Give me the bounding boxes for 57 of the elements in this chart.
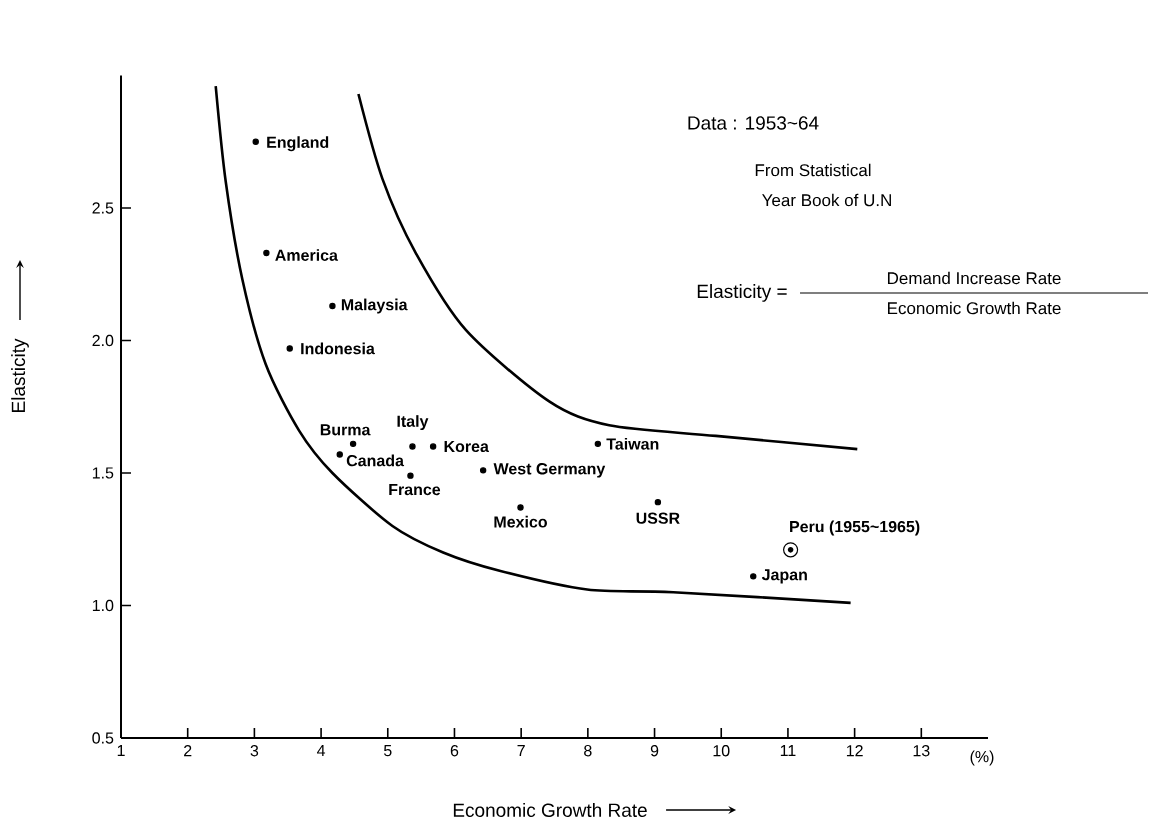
- text: (%): [970, 750, 994, 766]
- point: [252, 138, 259, 145]
- point: [783, 542, 799, 558]
- x-axis-title: Economic Growth Rate: [453, 803, 647, 817]
- y-axis-title: Elasticity: [11, 338, 29, 412]
- y-tick-label: 1.5: [92, 467, 114, 479]
- annotation: England: [267, 136, 329, 152]
- annotation: Peru (1955~1965): [790, 520, 920, 536]
- x-tick-label: 8: [584, 745, 592, 757]
- annotation: Demand Increase Rate: [887, 271, 1061, 285]
- annotation: USSR: [636, 512, 680, 524]
- x-tick-label: 10: [713, 745, 730, 757]
- annotation: Mexico: [494, 515, 547, 528]
- x-tick-label: 12: [846, 745, 863, 757]
- point: [517, 504, 524, 511]
- point: [750, 573, 757, 580]
- annotation: America: [275, 249, 339, 261]
- point: [479, 467, 487, 474]
- x-tick-label: 4: [317, 745, 326, 757]
- y-tick-label: 2.5: [92, 202, 114, 214]
- point: [429, 443, 437, 450]
- annotation: Malaysia: [341, 298, 408, 314]
- x-tick-label: 6: [450, 745, 459, 757]
- annotation: Korea: [444, 440, 489, 453]
- x-tick-label: 7: [517, 745, 525, 757]
- point: [409, 443, 416, 450]
- point: [407, 472, 414, 479]
- point: [329, 302, 336, 310]
- annotation: Italy: [397, 415, 429, 431]
- annotation: Burma: [320, 424, 371, 436]
- annotation: From Statistical: [755, 163, 871, 177]
- annotation: Japan: [761, 569, 807, 584]
- x-tick-label: 5: [383, 745, 392, 757]
- y-tick-label: 1.0: [92, 599, 114, 612]
- x-tick-label: 3: [250, 745, 259, 757]
- annotation: Elasticity =: [697, 284, 787, 302]
- annotation: Economic Growth Rate: [888, 301, 1061, 315]
- annotation: Taiwan: [606, 437, 659, 450]
- annotation: Data : 1953~64: [688, 116, 819, 130]
- annotation: West Germany: [493, 463, 606, 478]
- annotation: France: [389, 484, 441, 496]
- x-tick-label: 2: [184, 745, 192, 757]
- annotation: Year Book of U.N: [762, 193, 891, 207]
- point: [349, 440, 357, 448]
- x-tick-label: 1: [117, 745, 125, 757]
- x-tick-label: 11: [780, 745, 796, 757]
- point: [286, 345, 293, 352]
- y-tick-label: 2.0: [92, 334, 114, 347]
- point: [654, 498, 662, 506]
- x-tick-label: 9: [650, 745, 659, 757]
- point: [263, 249, 270, 257]
- annotation: Indonesia: [301, 342, 375, 355]
- y-tick-label: 0.5: [92, 732, 114, 744]
- point: [594, 440, 602, 448]
- x-tick-label: 13: [913, 745, 930, 757]
- annotation: Canada: [346, 454, 405, 467]
- point: [336, 451, 343, 458]
